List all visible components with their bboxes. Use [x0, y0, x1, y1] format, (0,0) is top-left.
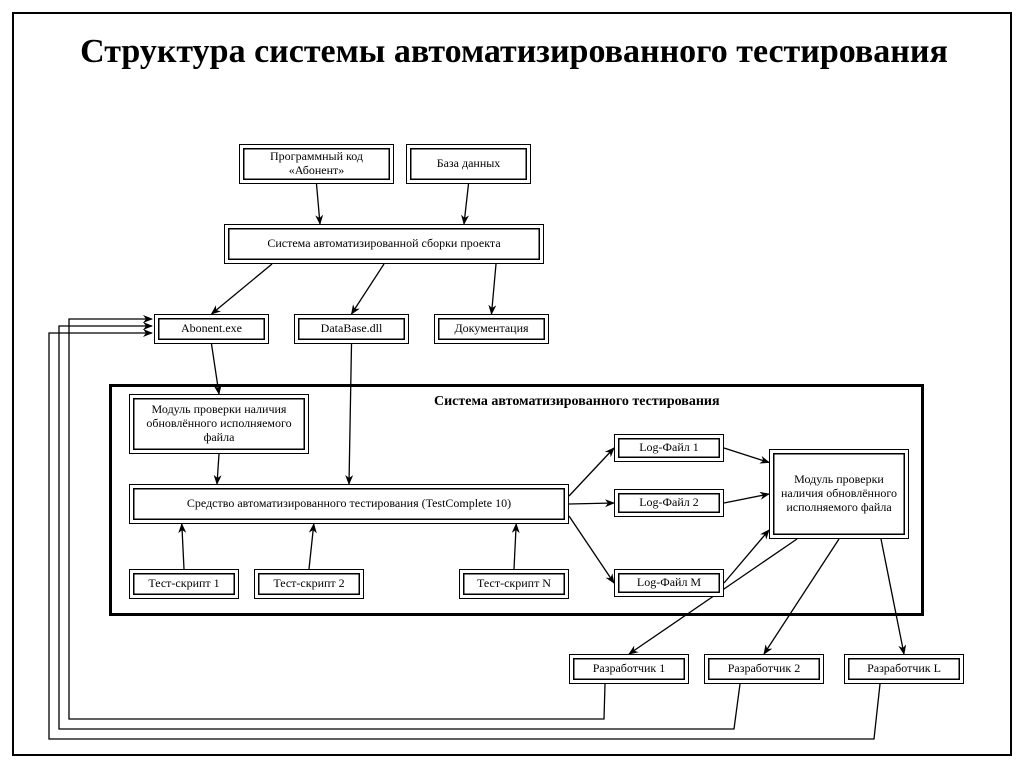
dll-box: DataBase.dll: [294, 314, 409, 344]
outer-frame: Структура системы автоматизированного те…: [12, 12, 1012, 756]
ts1-label: Тест-скрипт 1: [148, 577, 219, 591]
devL-label: Разработчик L: [867, 662, 941, 676]
modchk-label: Модуль проверки наличия обновлённого исп…: [134, 403, 304, 444]
tool-box: Средство автоматизированного тестировани…: [129, 484, 569, 524]
code-box: Программный код «Абонент»: [239, 144, 394, 184]
devL-box: Разработчик L: [844, 654, 964, 684]
exe-box: Abonent.exe: [154, 314, 269, 344]
modchk2-label: Модуль проверки наличия обновлённого исп…: [774, 473, 904, 514]
dll-label: DataBase.dll: [321, 322, 383, 336]
build-label: Система автоматизированной сборки проект…: [267, 237, 500, 251]
log1-box: Log-Файл 1: [614, 434, 724, 462]
testing-system-container-label: Система автоматизированного тестирования: [434, 394, 720, 410]
logM-label: Log-Файл M: [637, 576, 701, 590]
modchk-box: Модуль проверки наличия обновлённого исп…: [129, 394, 309, 454]
build-box: Система автоматизированной сборки проект…: [224, 224, 544, 264]
tsN-box: Тест-скрипт N: [459, 569, 569, 599]
dev1-box: Разработчик 1: [569, 654, 689, 684]
ts2-box: Тест-скрипт 2: [254, 569, 364, 599]
log2-label: Log-Файл 2: [639, 496, 699, 510]
db-label: База данных: [437, 157, 501, 171]
dev2-box: Разработчик 2: [704, 654, 824, 684]
dev2-label: Разработчик 2: [728, 662, 801, 676]
db-box: База данных: [406, 144, 531, 184]
exe-label: Abonent.exe: [181, 322, 242, 336]
log1-label: Log-Файл 1: [639, 441, 699, 455]
tsN-label: Тест-скрипт N: [477, 577, 551, 591]
dev1-label: Разработчик 1: [593, 662, 666, 676]
ts2-label: Тест-скрипт 2: [273, 577, 344, 591]
doc-box: Документация: [434, 314, 549, 344]
log2-box: Log-Файл 2: [614, 489, 724, 517]
code-label: Программный код «Абонент»: [244, 150, 389, 178]
ts1-box: Тест-скрипт 1: [129, 569, 239, 599]
tool-label: Средство автоматизированного тестировани…: [187, 497, 511, 511]
doc-label: Документация: [454, 322, 528, 336]
logM-box: Log-Файл M: [614, 569, 724, 597]
diagram-canvas: Система автоматизированного тестирования…: [14, 14, 1014, 758]
modchk2-box: Модуль проверки наличия обновлённого исп…: [769, 449, 909, 539]
